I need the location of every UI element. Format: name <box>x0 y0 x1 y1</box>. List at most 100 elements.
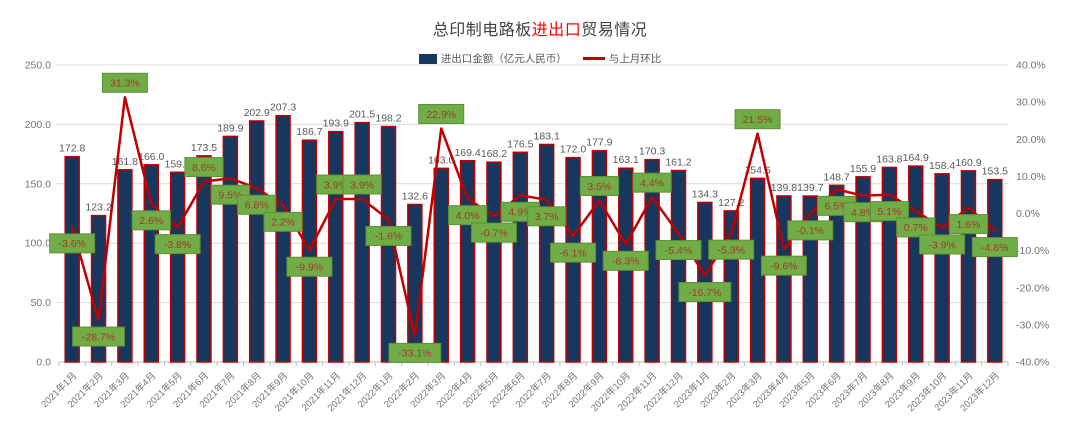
right-axis-tick-label: -30.0% <box>1016 319 1049 331</box>
pct-label-text: 22.9% <box>426 109 456 121</box>
legend-item-amount: 进出口金额（亿元人民币） <box>418 51 567 66</box>
bar <box>117 169 133 363</box>
pct-label-box <box>237 194 277 215</box>
bar-value-label: 169.4 <box>454 147 480 159</box>
pct-label-text: -8.3% <box>612 256 639 268</box>
pct-label-box <box>632 172 672 193</box>
pct-label-text: 4.8% <box>851 207 875 219</box>
bar-value-label: 139.7 <box>797 182 823 194</box>
chart-title-suffix: 贸易情况 <box>581 22 648 39</box>
left-axis-tick-label: 200.0 <box>25 119 51 131</box>
bar-value-label: 134.3 <box>692 188 718 200</box>
pct-label: -1.6% <box>365 225 412 246</box>
pct-label-text: 5.1% <box>877 206 901 218</box>
bar-value-label: 189.9 <box>217 122 243 134</box>
pct-label-box <box>734 109 781 130</box>
bar <box>934 173 950 363</box>
bar <box>987 178 1003 363</box>
chart-legend: 进出口金额（亿元人民币） 与上月环比 <box>0 51 1080 66</box>
pct-label: -9.6% <box>760 255 807 276</box>
bar-value-label: 148.7 <box>824 171 850 183</box>
pct-label: 3.7% <box>527 206 567 227</box>
bar-value-label: 163.1 <box>613 154 639 166</box>
pct-label: -3.6% <box>49 233 96 254</box>
pct-label-text: -3.8% <box>164 239 191 251</box>
bar <box>143 164 160 363</box>
pct-label: -5.3% <box>708 239 755 260</box>
pct-label-text: -3.9% <box>928 239 955 251</box>
bar <box>64 155 80 363</box>
pct-label-text: 2.6% <box>139 215 163 227</box>
right-axis-tick-label: 40.0% <box>1016 60 1046 72</box>
pct-label: -0.7% <box>470 222 517 243</box>
bar-value-label: 139.8 <box>771 182 797 194</box>
pct-label-box <box>342 174 382 195</box>
bar-value-label: 198.2 <box>375 113 401 125</box>
right-axis-tick-label: -10.0% <box>1016 245 1049 257</box>
pct-label-box <box>678 281 732 302</box>
pct-label-box <box>263 211 303 232</box>
pct-label-box <box>72 326 125 347</box>
pct-label-box <box>388 342 442 363</box>
pct-label-text: 8.6% <box>192 162 216 174</box>
pct-label-box <box>896 217 936 238</box>
pct-label-text: -4.6% <box>981 242 1008 254</box>
pct-label-box <box>470 222 517 243</box>
right-axis-tick-label: -20.0% <box>1016 282 1049 294</box>
left-axis-tick-label: 250.0 <box>25 60 51 72</box>
pct-label-box <box>550 242 597 263</box>
pct-label-text: 3.5% <box>587 181 611 193</box>
pct-label-text: -5.3% <box>717 244 744 256</box>
pct-label-text: 6.5% <box>825 201 849 213</box>
pct-label-box <box>286 256 333 277</box>
pct-label-box <box>948 214 989 235</box>
pct-label: -16.7% <box>678 281 732 302</box>
pct-label-text: -1.6% <box>375 231 402 243</box>
bar-swatch-icon <box>418 53 437 64</box>
legend-item-mom: 与上月环比 <box>582 51 662 66</box>
left-axis-tick-label: 50.0 <box>31 297 52 309</box>
bar <box>855 176 871 363</box>
pct-label: 1.6% <box>948 214 989 235</box>
pct-label-text: 31.3% <box>110 78 140 90</box>
bar <box>275 114 291 363</box>
chart-title: 总印制电路板进出口贸易情况 <box>0 16 1080 40</box>
pct-label-box <box>131 210 171 231</box>
bar <box>670 169 687 363</box>
bar-value-label: 186.7 <box>296 126 322 138</box>
chart-title-highlight: 进出口 <box>531 22 582 39</box>
pct-label: -3.8% <box>154 234 201 255</box>
pct-label: -6.1% <box>550 242 597 263</box>
bar-value-label: 161.2 <box>665 156 691 168</box>
bar <box>486 161 502 363</box>
bar-value-label: 172.0 <box>560 144 586 156</box>
bar-value-label: 155.9 <box>850 163 876 175</box>
pct-label: -28.7% <box>72 326 125 347</box>
pct-label: 31.3% <box>101 72 148 93</box>
bar-value-label: 183.1 <box>534 130 560 142</box>
pct-label: 3.9% <box>342 174 382 195</box>
left-axis-tick-label: 150.0 <box>25 178 51 190</box>
legend-label-mom: 与上月环比 <box>608 53 662 65</box>
bar-value-label: 170.3 <box>639 146 665 158</box>
pct-label: 5.1% <box>869 201 909 222</box>
pct-label: 3.5% <box>579 176 620 197</box>
bar-value-label: 159.7 <box>164 158 190 170</box>
bar-value-label: 158.4 <box>929 160 955 172</box>
pct-label-text: 3.9% <box>350 179 374 191</box>
bar-value-label: 163.8 <box>876 153 902 165</box>
pct-label-text: -0.7% <box>480 227 507 239</box>
pct-label: -5.4% <box>655 240 702 261</box>
bar <box>960 170 977 363</box>
pct-label: 2.2% <box>263 211 303 232</box>
pct-label-box <box>527 206 567 227</box>
right-axis-tick-label: 10.0% <box>1016 171 1046 183</box>
bar-value-label: 166.0 <box>138 151 164 163</box>
bar-value-label: 168.2 <box>481 148 507 160</box>
pct-label-text: 9.5% <box>218 190 242 202</box>
pct-label: 4.0% <box>447 205 488 226</box>
pct-label: -3.9% <box>919 234 966 255</box>
pct-label-text: 2.2% <box>271 217 295 229</box>
pct-label-box <box>101 72 148 93</box>
